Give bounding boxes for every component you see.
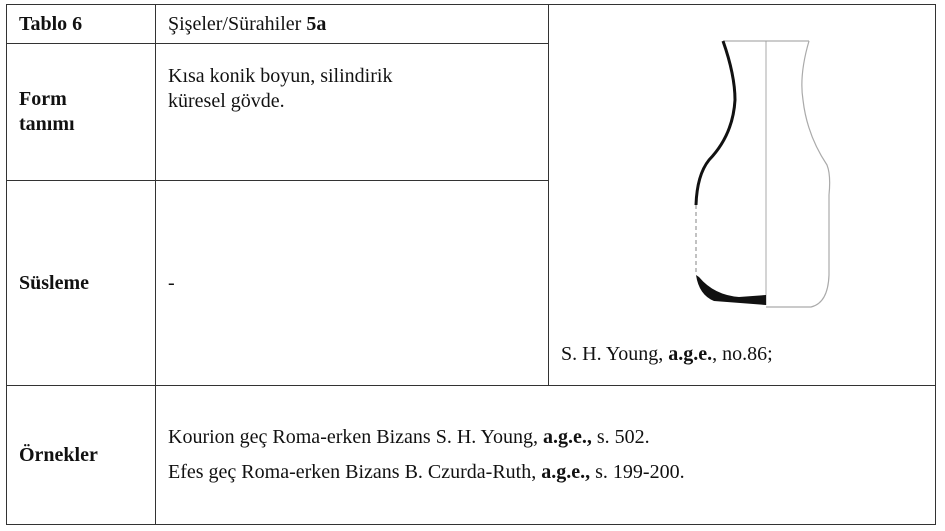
text-run: a.g.e., xyxy=(542,426,592,448)
text-run: s. 199-200. xyxy=(590,461,685,483)
text-run: Şişeler/Sürahiler xyxy=(168,12,307,35)
text-run: , no.86; xyxy=(712,343,773,365)
text-run: Efes geç Roma-erken Bizans B. Czurda-Rut… xyxy=(168,461,542,483)
figure-caption: S. H. Young, a.g.e., no.86; xyxy=(561,342,773,367)
text-line: Kısa konik boyun, silindirik xyxy=(168,64,536,89)
text-run: 5a xyxy=(306,12,327,35)
label-cell: Örnekler xyxy=(6,385,156,525)
text-line: Şişeler/Sürahiler 5a xyxy=(168,12,536,37)
text-line: - xyxy=(168,271,536,296)
label-cell: Tablo 6 xyxy=(6,4,156,44)
text-run: s. 502. xyxy=(591,426,650,448)
row-label: Tablo 6 xyxy=(19,12,83,35)
content-cell: - xyxy=(155,180,549,386)
label-cell: Form tanımı xyxy=(6,43,156,181)
text-run: - xyxy=(168,271,175,294)
content-cell: Şişeler/Sürahiler 5a xyxy=(155,4,549,44)
content-cell: Kourion geç Roma-erken Bizans S. H. Youn… xyxy=(155,385,936,525)
text-line: Kourion geç Roma-erken Bizans S. H. Youn… xyxy=(168,420,923,455)
text-run: a.g.e., xyxy=(541,461,591,483)
figure-cell: S. H. Young, a.g.e., no.86; xyxy=(548,4,936,386)
vessel-base xyxy=(696,275,766,305)
text-run: S. H. Young, xyxy=(561,343,669,365)
label-cell: Süsleme xyxy=(6,180,156,386)
row-label: Form tanımı xyxy=(19,88,75,135)
text-run: Kourion geç Roma-erken Bizans S. H. Youn… xyxy=(168,426,543,448)
row-label: Süsleme xyxy=(19,271,89,294)
row-label: Örnekler xyxy=(19,443,98,466)
vessel-drawing xyxy=(694,40,831,308)
content-cell: Kısa konik boyun, silindirik küresel gövd… xyxy=(155,43,549,181)
text-run: küresel gövde. xyxy=(168,90,285,112)
text-run: Kısa konik boyun, silindirik xyxy=(168,65,393,87)
text-line: küresel gövde. xyxy=(168,89,536,114)
vessel-outline xyxy=(766,40,831,308)
vessel-section xyxy=(694,40,737,206)
text-run: a.g.e. xyxy=(668,343,713,365)
text-line: Efes geç Roma-erken Bizans B. Czurda-Rut… xyxy=(168,455,923,490)
